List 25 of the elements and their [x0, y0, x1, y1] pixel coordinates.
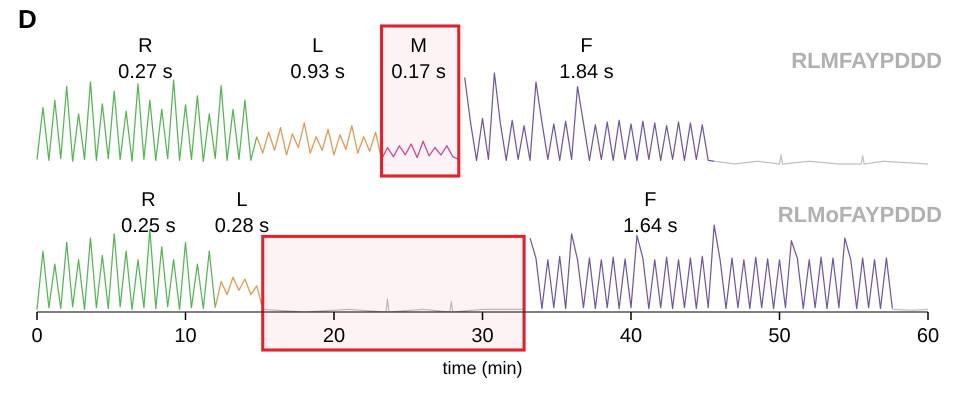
x-axis-title: time (min)	[442, 358, 522, 378]
annotation: 0.28 s	[214, 215, 270, 237]
annotation: 1.64 s	[623, 215, 678, 237]
annotation: RLMoFAYPDDD	[778, 202, 942, 227]
x-tick-label: 50	[768, 325, 791, 347]
text: F	[644, 189, 656, 211]
x-tick-label: 0	[31, 325, 43, 347]
annotation: 0.27 s	[118, 61, 173, 83]
annotation: 0.17 s	[391, 61, 446, 83]
chart-title: D	[18, 4, 37, 34]
x-tick-label: 30	[471, 325, 494, 347]
x-tick-label: 10	[174, 325, 197, 347]
annotation: 1.84 s	[559, 61, 614, 83]
x-tick-label: 20	[322, 325, 346, 347]
text: M	[410, 35, 427, 57]
text: L	[236, 189, 248, 211]
annotation: RLMFAYPDDD	[791, 48, 942, 73]
text: L	[312, 35, 324, 57]
annotation: 0.25 s	[121, 215, 176, 237]
x-tick-label: 40	[620, 325, 642, 347]
text: R	[138, 35, 153, 57]
text: F	[580, 35, 593, 57]
x-tick-label: 60	[916, 325, 940, 347]
text: R	[141, 189, 156, 211]
annotation: 0.93 s	[290, 61, 345, 83]
